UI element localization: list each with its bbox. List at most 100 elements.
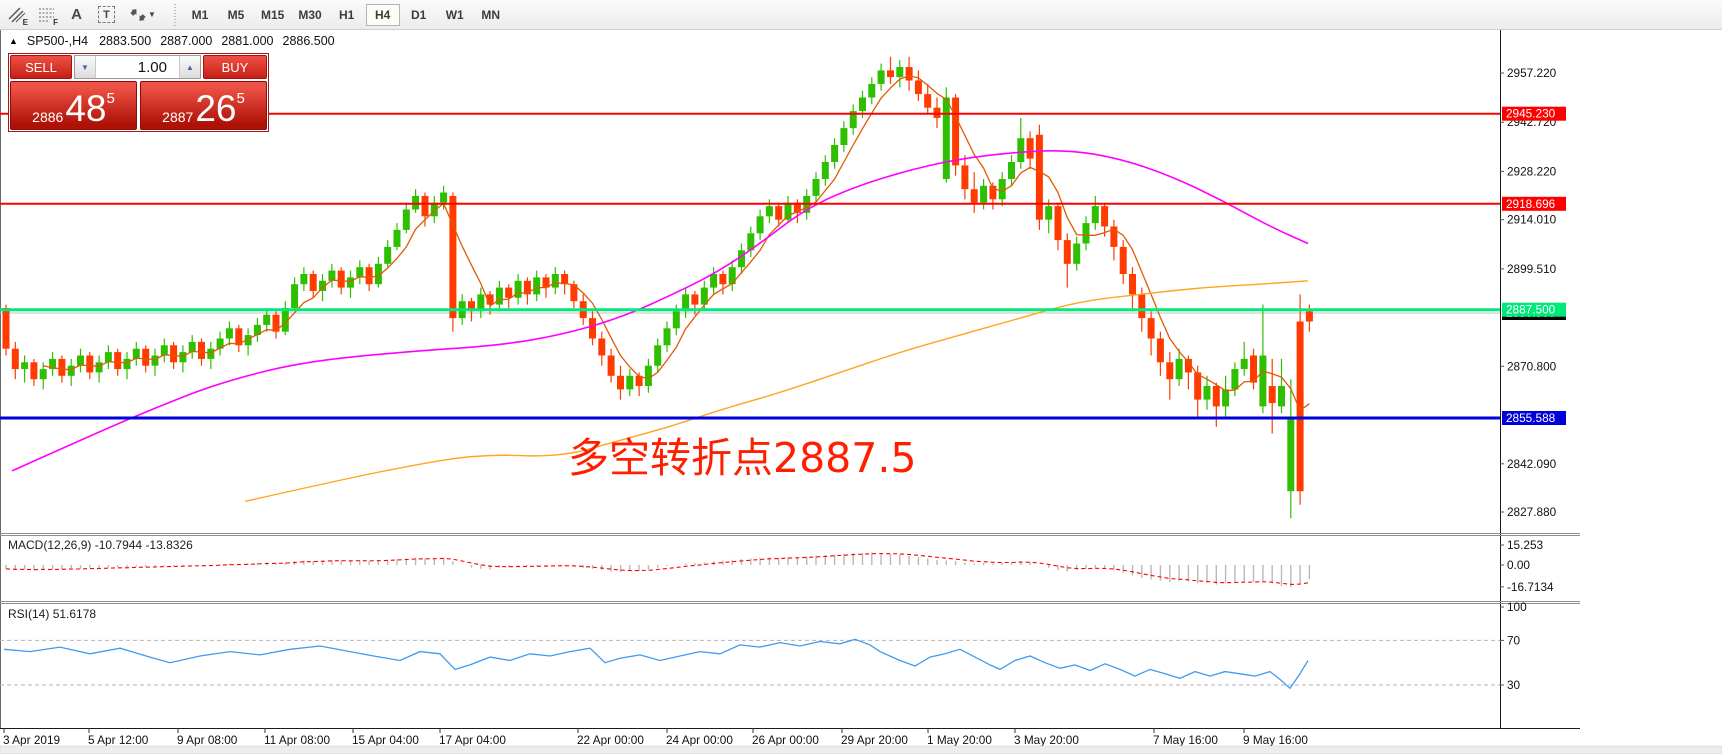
svg-text:2827.880: 2827.880	[1507, 505, 1557, 519]
svg-text:2914.010: 2914.010	[1507, 213, 1557, 227]
level-axis-label: 2855.588	[1502, 411, 1566, 425]
fibonacci-tool-button[interactable]: F	[33, 3, 60, 27]
sell-price-tile[interactable]: 2886 48 5	[10, 81, 137, 130]
tool-sub-label: E	[22, 17, 28, 27]
drawing-and-timeframe-toolbar: E F A T ▼ M1 M5 M15 M30 H1 H4	[0, 0, 1722, 30]
svg-text:9 Apr 08:00: 9 Apr 08:00	[177, 733, 238, 747]
macd-signal-line	[5, 553, 1310, 585]
macd-main-value: -10.7944	[94, 538, 143, 552]
svg-text:2928.220: 2928.220	[1507, 164, 1557, 178]
buy-price-big: 26	[195, 88, 237, 129]
timeframe-button-m15[interactable]: M15	[255, 4, 290, 26]
level-axis-label: 2945.230	[1502, 106, 1566, 121]
svg-text:15 Apr 04:00: 15 Apr 04:00	[352, 733, 419, 747]
svg-text:5 Apr 12:00: 5 Apr 12:00	[88, 733, 149, 747]
svg-text:29 Apr 20:00: 29 Apr 20:00	[841, 733, 908, 747]
svg-text:7 May 16:00: 7 May 16:00	[1153, 733, 1218, 747]
ohlc-close: 2886.500	[282, 34, 335, 48]
sell-price-big: 48	[65, 88, 107, 129]
svg-text:2945.230: 2945.230	[1506, 107, 1556, 121]
svg-text:-16.7134: -16.7134	[1507, 580, 1554, 594]
timeframe-button-d1[interactable]: D1	[402, 4, 436, 26]
svg-text:15.253: 15.253	[1507, 538, 1544, 552]
symbol-collapse-icon[interactable]: ▲	[9, 36, 18, 46]
svg-text:3 May 20:00: 3 May 20:00	[1014, 733, 1079, 747]
ohlc-low: 2881.000	[221, 34, 274, 48]
svg-text:2899.510: 2899.510	[1507, 262, 1557, 276]
timeframe-button-m1[interactable]: M1	[183, 4, 217, 26]
caret-up-icon: ▲	[186, 62, 194, 72]
sell-price-head: 2886	[32, 109, 64, 125]
volume-decrease-button[interactable]: ▼	[75, 56, 96, 78]
ma-fast-line	[43, 75, 1310, 412]
svg-text:17 Apr 04:00: 17 Apr 04:00	[439, 733, 506, 747]
level-axis-label: 2887.500	[1502, 302, 1566, 317]
arrows-tool-button[interactable]: ▼	[123, 3, 163, 27]
volume-value[interactable]: 1.00	[137, 58, 167, 76]
svg-text:0.00: 0.00	[1507, 558, 1530, 572]
rsi-indicator-label: RSI(14) 51.6178	[8, 607, 97, 621]
label-tool-icon: T	[98, 6, 115, 23]
svg-text:11 Apr 08:00: 11 Apr 08:00	[264, 733, 330, 747]
svg-text:2957.220: 2957.220	[1507, 66, 1557, 80]
svg-text:100: 100	[1507, 600, 1527, 614]
arrows-icon	[130, 8, 146, 21]
one-click-trading-panel: SELL ▼ 1.00 ▲ BUY 2886 48 5 2887	[8, 53, 269, 132]
timeframe-button-m5[interactable]: M5	[219, 4, 253, 26]
svg-text:2870.800: 2870.800	[1507, 359, 1557, 373]
text-tool-button[interactable]: A	[71, 6, 82, 23]
rsi-value: 51.6178	[52, 607, 97, 621]
ma-slow-line	[244, 280, 1309, 503]
chart-text-annotation: 多空转折点2887.5	[568, 434, 917, 482]
chevron-down-icon: ▼	[148, 10, 156, 19]
svg-text:3 Apr 2019: 3 Apr 2019	[3, 733, 60, 747]
sell-price-sup: 5	[106, 90, 115, 107]
timeframe-button-h1[interactable]: H1	[330, 4, 364, 26]
svg-text:2887.500: 2887.500	[1506, 303, 1556, 317]
macd-indicator-label: MACD(12,26,9) -10.7944 -13.8326	[8, 538, 193, 552]
svg-text:2918.696: 2918.696	[1506, 197, 1556, 211]
svg-text:1 May 20:00: 1 May 20:00	[927, 733, 992, 747]
panel-divider[interactable]	[0, 533, 1580, 536]
sell-button[interactable]: SELL	[10, 55, 72, 79]
buy-button[interactable]: BUY	[203, 55, 267, 79]
volume-increase-button[interactable]: ▲	[179, 56, 200, 78]
panel-divider[interactable]	[0, 601, 1580, 604]
price-chart-canvas[interactable]: 2957.2202942.7202928.2202914.0102899.510…	[0, 30, 1722, 754]
timeframe-button-mn[interactable]: MN	[474, 4, 508, 26]
buy-price-sup: 5	[236, 90, 245, 107]
ma-mid-line	[11, 149, 1309, 472]
svg-text:2842.090: 2842.090	[1507, 457, 1557, 471]
svg-text:24 Apr 00:00: 24 Apr 00:00	[666, 733, 733, 747]
time-axis-labels[interactable]: 3 Apr 2019 5 Apr 12:00 9 Apr 08:00 11 Apr 0…	[3, 728, 1308, 747]
caret-down-icon: ▼	[81, 62, 89, 72]
macd-signal-value: -13.8326	[145, 538, 193, 552]
macd-axis-labels: 15.253 0.00 -16.7134	[1500, 538, 1554, 594]
buy-price-tile[interactable]: 2887 26 5	[140, 81, 267, 130]
svg-text:70: 70	[1507, 633, 1521, 647]
timeframe-button-m30[interactable]: M30	[292, 4, 327, 26]
svg-text:22 Apr 00:00: 22 Apr 00:00	[577, 733, 644, 747]
chart-title: ▲ SP500-,H4 2883.500 2887.000 2881.000 2…	[9, 34, 335, 48]
rsi-line	[3, 638, 1309, 690]
status-strip	[0, 745, 1722, 754]
macd-histogram	[5, 552, 1311, 587]
ohlc-open: 2883.500	[99, 34, 152, 48]
svg-text:26 Apr 00:00: 26 Apr 00:00	[752, 733, 819, 747]
fibonacci-icon	[38, 8, 54, 21]
timeframe-button-h4[interactable]: H4	[365, 3, 400, 26]
svg-text:2855.588: 2855.588	[1506, 411, 1556, 425]
level-axis-label: 2918.696	[1502, 196, 1566, 211]
svg-text:30: 30	[1507, 678, 1521, 692]
equidistant-channel-tool-button[interactable]: E	[3, 3, 30, 27]
symbol-and-period: SP500-,H4	[26, 34, 89, 48]
chart-surface[interactable]: 2957.220 2942.720 2928.220 2914.010 2899.510…	[0, 30, 1722, 754]
tool-sub-label: F	[53, 17, 58, 27]
timeframe-button-w1[interactable]: W1	[438, 4, 472, 26]
buy-price-head: 2887	[162, 109, 194, 125]
price-axis-labels: 2957.2202942.7202928.2202914.0102899.510…	[1500, 66, 1557, 519]
volume-spinner[interactable]: ▼ 1.00 ▲	[74, 55, 201, 79]
toolbar-separator	[171, 3, 178, 26]
label-tool-button[interactable]: T	[93, 3, 120, 27]
